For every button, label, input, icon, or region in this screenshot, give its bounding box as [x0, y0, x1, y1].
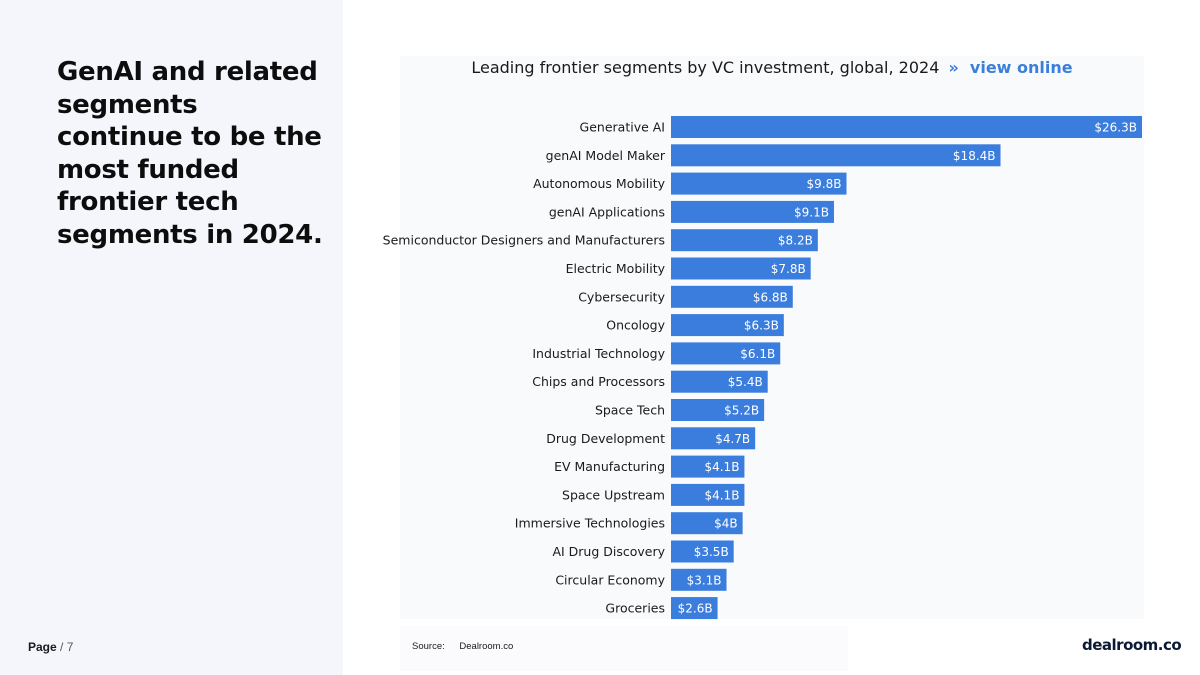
category-label: Electric Mobility — [566, 261, 666, 276]
bar-chart: Generative AI $26.3B genAI Model Maker $18.… — [383, 116, 1142, 620]
bar — [671, 427, 756, 450]
bar — [671, 200, 834, 223]
category-label: AI Drug Discovery — [552, 544, 665, 559]
category-label: Industrial Technology — [532, 346, 665, 361]
bar — [671, 342, 781, 365]
category-label: Chips and Processors — [532, 374, 665, 389]
bar — [671, 144, 1001, 167]
bar — [671, 370, 768, 393]
chart-title-text: Leading frontier segments by VC investme… — [471, 58, 940, 77]
value-label: $4.1B — [704, 460, 739, 474]
category-label: Drug Development — [546, 431, 665, 446]
value-label: $5.2B — [724, 404, 759, 418]
chevron-right-icon: » — [948, 58, 959, 77]
value-label: $4B — [714, 517, 738, 531]
value-label: $5.4B — [728, 375, 763, 389]
bar — [671, 116, 1142, 138]
bar — [671, 285, 793, 308]
bar — [671, 597, 718, 620]
category-label: Cybersecurity — [578, 289, 665, 304]
page-label: Page — [28, 640, 57, 654]
category-label: Space Tech — [595, 403, 665, 418]
value-label: $8.2B — [778, 234, 813, 248]
value-label: $2.6B — [678, 602, 713, 616]
category-label: Immersive Technologies — [515, 516, 665, 531]
value-label: $4.1B — [704, 488, 739, 502]
bar — [671, 229, 818, 252]
value-label: $3.5B — [694, 545, 729, 559]
dealroom-logo: dealroom.co — [1082, 636, 1182, 654]
bar — [671, 257, 811, 280]
bar — [671, 172, 847, 195]
view-online-link[interactable]: view online — [969, 58, 1073, 77]
value-label: $6.3B — [744, 319, 779, 333]
bar — [671, 399, 765, 421]
bar — [671, 455, 745, 478]
category-label: Semiconductor Designers and Manufacturer… — [383, 233, 665, 248]
value-label: $9.8B — [807, 177, 842, 191]
bar — [671, 568, 727, 591]
category-label: Generative AI — [580, 120, 665, 135]
bar — [671, 512, 743, 535]
category-label: Autonomous Mobility — [533, 176, 666, 191]
left-panel — [0, 0, 343, 675]
page-indicator: Page / 7 — [28, 640, 73, 654]
category-label: Circular Economy — [555, 572, 665, 587]
page-total: / 7 — [60, 640, 74, 654]
category-label: genAI Applications — [549, 204, 665, 219]
value-label: $7.8B — [771, 262, 806, 276]
bar — [671, 540, 734, 563]
category-label: Groceries — [605, 601, 665, 616]
category-label: EV Manufacturing — [554, 459, 665, 474]
category-label: genAI Model Maker — [546, 148, 666, 163]
bar — [671, 314, 784, 337]
source-value: Dealroom.co — [459, 641, 514, 652]
source-note: Source: Dealroom.co — [412, 641, 513, 652]
value-label: $6.8B — [753, 290, 788, 304]
chart-title: Leading frontier segments by VC investme… — [400, 58, 1144, 77]
value-label: $18.4B — [953, 149, 996, 163]
value-label: $3.1B — [687, 573, 722, 587]
value-label: $6.1B — [740, 347, 775, 361]
value-label: $4.7B — [715, 432, 750, 446]
category-label: Oncology — [606, 318, 665, 333]
bar — [671, 483, 745, 506]
headline: GenAI and related segments continue to b… — [57, 57, 323, 250]
source-strip — [400, 626, 848, 671]
value-label: $26.3B — [1094, 121, 1137, 135]
source-label: Source: — [412, 641, 445, 652]
value-label: $9.1B — [794, 205, 829, 219]
category-label: Space Upstream — [562, 487, 665, 502]
